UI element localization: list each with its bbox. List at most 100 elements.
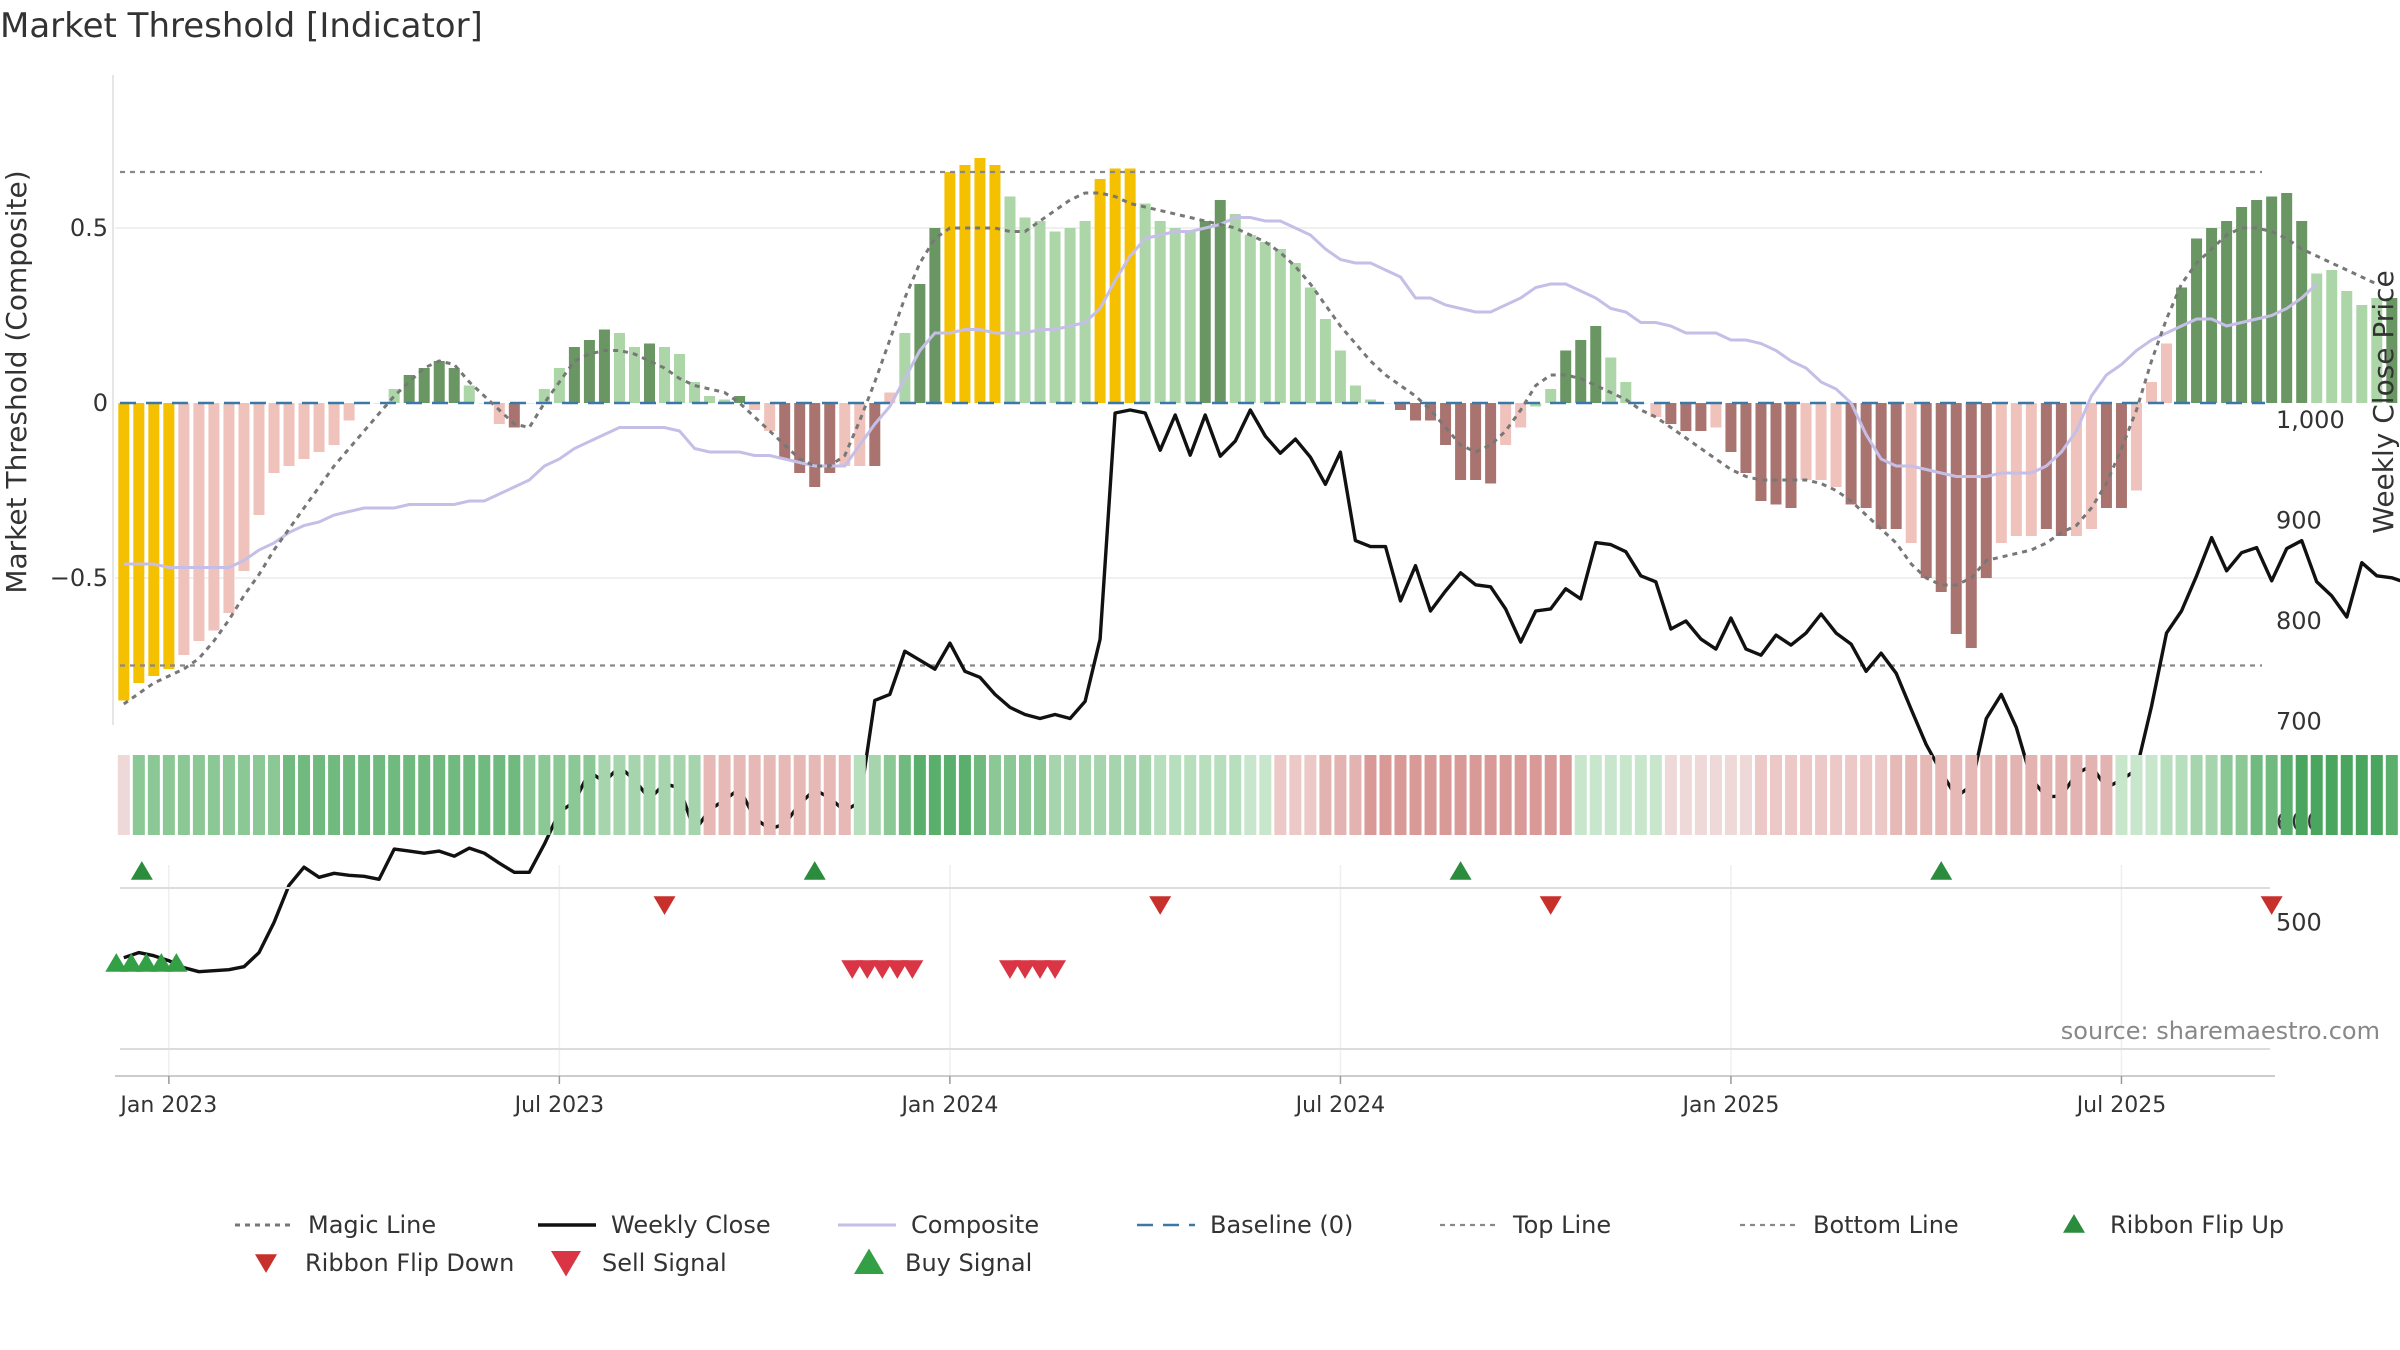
ribbon-cell [343,755,356,835]
gridlines [112,75,2275,1075]
ribbon-cell [1800,755,1813,835]
histogram-bar [1515,403,1527,428]
ribbon-cell [733,755,746,835]
histogram-bar [1905,403,1917,543]
histogram-bar [1785,403,1797,508]
histogram-bar [989,165,1001,403]
ribbon-cell [1199,755,1212,835]
ribbon-cell [1379,755,1392,835]
ribbon-cell [538,755,551,835]
ribbon-cell [553,755,566,835]
left-axis-label: Market Threshold (Composite) [0,170,33,593]
histogram-bar [1935,403,1947,592]
ribbon-cell [1559,755,1572,835]
ribbon-cell [523,755,536,835]
ribbon-cell [1514,755,1527,835]
histogram-bar [1545,389,1557,403]
ribbon-cell [1184,755,1197,835]
ribbon-cell [958,755,971,835]
ribbon-cell [2340,755,2353,835]
histogram-bar [2115,403,2127,508]
legend-label-close: Weekly Close [611,1211,771,1239]
histogram-bar [2025,403,2037,536]
histogram-bar [1830,403,1842,487]
ribbon-cell [1484,755,1497,835]
ribbon-cell [1604,755,1617,835]
histogram-bar [1184,231,1196,403]
histogram-bar [1124,168,1136,403]
histogram-bar [1289,263,1301,403]
ribbon-flip-up-marker [130,861,153,880]
histogram-bar [118,403,130,701]
histogram-bar [1259,242,1271,403]
sell-signal-marker [841,960,864,979]
histogram-bar [824,403,836,473]
histogram-bar [1530,403,1542,407]
ribbon-cell [1424,755,1437,835]
histogram-bar [403,375,415,403]
histogram-bar [1650,403,1662,417]
ribbon-cell [1229,755,1242,835]
histogram-bar [238,403,250,571]
x-tick-label: Jan 2024 [899,1093,998,1118]
ribbon-cell [1785,755,1798,835]
magic-line [122,191,2378,706]
histogram-bar [1349,385,1361,403]
x-tick-label: Jul 2025 [2075,1093,2167,1118]
ribbon-cell [463,755,476,835]
histogram-bar [133,403,145,683]
ribbon-cell [1034,755,1047,835]
left-tick-label: −0.5 [50,564,108,592]
histogram-bar [193,403,205,641]
histogram-bar [2206,228,2218,403]
histogram-bar [1725,403,1737,452]
ribbon-cell [433,755,446,835]
histogram-bar [1109,168,1121,403]
ribbon-cell [658,755,671,835]
ribbon-cell [613,755,626,835]
histogram-bar [1920,403,1932,578]
ribbon-cell [1439,755,1452,835]
ribbon-cell [1739,755,1752,835]
histogram-bar [734,396,746,403]
ribbon-cell [1454,755,1467,835]
histogram-bar [1755,403,1767,501]
ribbon-cell [1304,755,1317,835]
ribbon-cell [1049,755,1062,835]
histogram-bar [1410,403,1422,421]
ribbon-cell [2145,755,2158,835]
x-tick-label: Jan 2025 [1680,1093,1779,1118]
buy-signal-marker [105,953,128,972]
legend-label-magic: Magic Line [308,1211,436,1239]
histogram-bar [1440,403,1452,445]
histogram-bar [1004,196,1016,403]
x-tick-label: Jul 2024 [1294,1093,1386,1118]
histogram-bar [2085,403,2097,529]
histogram-bar [659,347,671,403]
legend-symbol-flip-up [2063,1214,2085,1233]
ribbon-flip-down-marker [2260,896,2283,915]
histogram-bar [1575,340,1587,403]
ribbon-cell [1995,755,2008,835]
histogram-bar [2176,287,2188,403]
ribbon-cell [1860,755,1873,835]
histogram-bar [794,403,806,473]
right-tick-label: 700 [2276,708,2322,736]
ribbon-cell [237,755,250,835]
ribbon-cell [568,755,581,835]
sell-signal-marker [886,960,909,979]
ribbon-cell [1724,755,1737,835]
histogram-bar [959,165,971,403]
histogram-bar [2296,221,2308,403]
ribbon-cell [2370,755,2383,835]
legend-symbol-flip-down [255,1254,277,1273]
ribbon-cell [1694,755,1707,835]
sell-signal-marker [1044,960,1067,979]
histogram-bar [899,333,911,403]
ribbon-cell [418,755,431,835]
ribbon-cell [598,755,611,835]
histogram-bar [2161,343,2173,403]
histogram-bar [2146,382,2157,403]
ribbon-cell [1574,755,1587,835]
ribbon-cell [853,755,866,835]
